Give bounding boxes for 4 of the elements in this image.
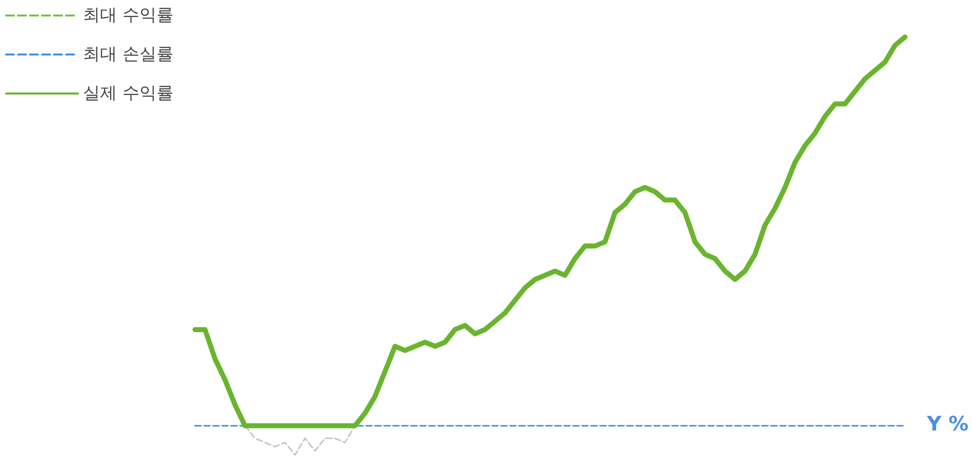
legend-label: 실제 수익률 [83, 84, 174, 104]
legend-label: 최대 손실률 [83, 44, 174, 64]
text: Y % [926, 412, 968, 436]
legend-label: 최대 수익률 [83, 6, 174, 26]
